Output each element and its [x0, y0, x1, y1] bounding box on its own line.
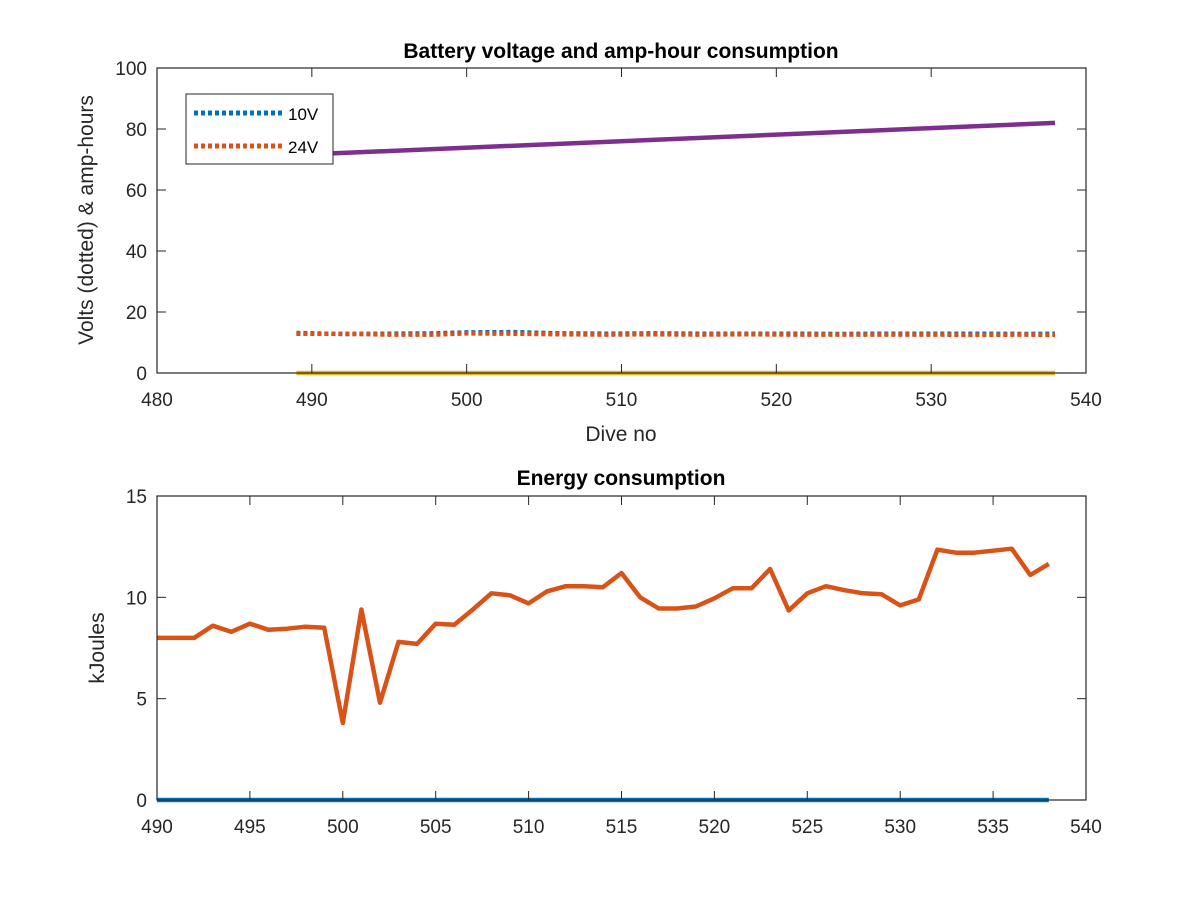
bottom-y-axis-label: kJoules: [86, 612, 109, 683]
top-x-tick-label: 530: [915, 390, 947, 411]
top-y-tick-label: 60: [126, 181, 147, 202]
bottom-y-tick-label: 0: [136, 791, 147, 812]
bottom-x-tick-label: 490: [141, 817, 173, 838]
legend-label-10v: 10V: [288, 105, 319, 124]
bottom-x-tick-label: 540: [1070, 817, 1102, 838]
top-y-tick-label: 40: [126, 242, 147, 263]
bottom-y-tick-label: 5: [136, 690, 147, 711]
top-y-tick-label: 80: [126, 120, 147, 141]
bottom-series-line-1: [157, 546, 1050, 726]
bottom-x-tick-label: 495: [234, 817, 266, 838]
top-x-tick-label: 480: [141, 390, 173, 411]
energy-consumption-chart: 490 495 500 505 510 515 520 525 530 535 540051015 …: [86, 467, 1102, 838]
bottom-x-tick-label: 530: [884, 817, 916, 838]
bottom-x-tick-label: 510: [513, 817, 545, 838]
top-y-axis-label: Volts (dotted) & amp-hours: [75, 95, 98, 345]
top-x-tick-label: 520: [760, 390, 792, 411]
legend-box: [185, 93, 334, 165]
bottom-x-tick-label: 520: [699, 817, 731, 838]
bottom-y-tick-label: 15: [126, 487, 147, 508]
bottom-x-tick-label: 535: [977, 817, 1009, 838]
top-y-tick-label: 100: [115, 59, 147, 80]
bottom-chart-title: Energy consumption: [517, 467, 726, 490]
voltage-amphour-chart: 480 490 500 510 520 530 540 0 20 40 60 80 100 Batter…: [75, 40, 1102, 446]
bottom-x-tick-label: 500: [327, 817, 359, 838]
top-x-tick-label: 510: [606, 390, 638, 411]
bottom-x-tick-label: 515: [606, 817, 638, 838]
top-x-tick-label: 490: [296, 390, 328, 411]
top-x-axis-label: Dive no: [585, 423, 656, 446]
bottom-x-tick-label: 505: [420, 817, 452, 838]
top-series-line-1: [296, 331, 1056, 338]
top-ticks: 480 490 500 510 520 530 540 0 20 40 60 80 100: [115, 59, 1102, 411]
bottom-x-tick-label: 525: [791, 817, 823, 838]
top-chart-title: Battery voltage and amp-hour consumption: [403, 40, 838, 63]
legend-label-24v: 24V: [288, 138, 319, 157]
top-y-tick-label: 20: [126, 303, 147, 324]
bottom-y-tick-label: 10: [126, 588, 147, 609]
top-y-tick-label: 0: [136, 364, 147, 385]
top-x-tick-label: 540: [1070, 390, 1102, 411]
top-series-line-3: [296, 120, 1056, 158]
bottom-plot-area: [157, 496, 1086, 800]
legend: 10V 24V: [185, 93, 334, 165]
top-x-tick-label: 500: [451, 390, 483, 411]
